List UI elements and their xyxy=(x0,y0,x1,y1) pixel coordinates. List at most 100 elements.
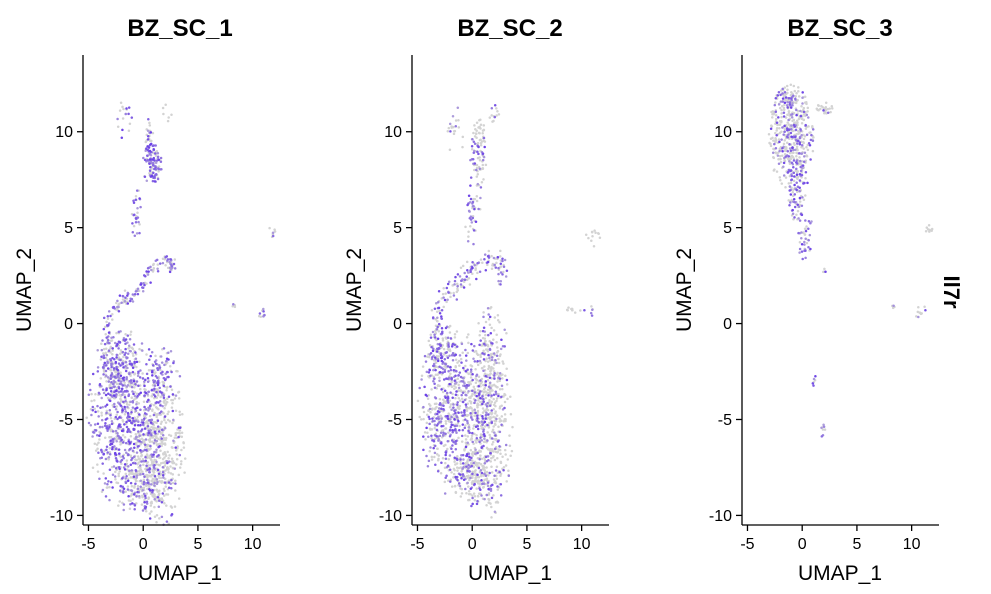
cell-point xyxy=(477,421,480,424)
cell-point xyxy=(484,320,488,324)
cell-point xyxy=(820,426,823,429)
cell-point xyxy=(795,188,798,192)
cell-point xyxy=(429,333,433,336)
cell-point xyxy=(165,388,168,392)
cell-point xyxy=(778,123,781,126)
cell-point xyxy=(135,435,138,439)
cell-point xyxy=(177,473,181,477)
cell-point xyxy=(174,409,178,413)
cell-point xyxy=(160,420,163,424)
cell-point xyxy=(792,171,796,175)
cell-point xyxy=(471,260,474,264)
cell-point xyxy=(428,368,432,372)
cell-point xyxy=(134,482,137,486)
cell-point xyxy=(123,413,127,416)
cell-point xyxy=(452,413,455,416)
cell-point xyxy=(475,441,478,444)
cell-point xyxy=(502,265,506,269)
cell-point xyxy=(789,157,793,161)
cell-point xyxy=(809,247,812,251)
cell-point xyxy=(106,360,109,364)
cell-point xyxy=(146,478,149,482)
cell-point xyxy=(131,300,135,303)
cell-point xyxy=(113,405,116,408)
x-tick-label: 0 xyxy=(468,536,477,553)
cell-point xyxy=(786,136,789,139)
cell-point xyxy=(121,419,124,422)
cell-point xyxy=(436,342,440,346)
cell-point xyxy=(487,487,490,491)
cell-point xyxy=(489,368,493,372)
cell-point xyxy=(154,161,158,165)
cell-point xyxy=(787,96,791,100)
cell-point xyxy=(161,457,165,461)
cell-point xyxy=(127,112,130,116)
cell-point xyxy=(101,405,104,409)
cell-point xyxy=(150,350,154,354)
cell-point xyxy=(166,119,170,123)
cell-point xyxy=(163,481,167,484)
cell-point xyxy=(790,178,794,181)
cell-point xyxy=(788,103,792,106)
cell-point xyxy=(138,495,141,498)
y-tick-label: 0 xyxy=(723,316,732,333)
cell-point xyxy=(126,302,130,305)
cell-point xyxy=(112,367,116,370)
cell-point xyxy=(803,95,807,99)
cell-point xyxy=(498,448,502,452)
cell-point xyxy=(788,203,791,207)
cell-point xyxy=(433,336,437,339)
cell-point xyxy=(447,370,450,373)
cell-point xyxy=(824,105,828,109)
cell-point xyxy=(163,407,166,410)
cell-point xyxy=(126,405,129,409)
cell-point xyxy=(463,449,466,452)
cell-point xyxy=(436,412,439,416)
cell-point xyxy=(483,420,487,424)
cell-point xyxy=(468,399,471,403)
cell-point xyxy=(442,434,445,437)
cell-point xyxy=(486,439,489,442)
cell-point xyxy=(469,412,472,415)
cell-point xyxy=(121,350,125,354)
cell-point xyxy=(111,473,115,476)
cell-point xyxy=(471,200,475,204)
cell-point xyxy=(109,393,112,397)
cell-point xyxy=(170,113,173,117)
cell-point xyxy=(473,469,477,473)
cell-point xyxy=(127,495,130,498)
cell-point xyxy=(500,384,504,387)
cell-point xyxy=(469,370,473,374)
cell-point xyxy=(423,354,427,358)
cell-point xyxy=(105,364,108,367)
cell-point xyxy=(464,438,468,441)
cell-point xyxy=(447,280,451,284)
cell-point xyxy=(161,257,165,261)
cell-point xyxy=(802,160,806,163)
cell-point xyxy=(440,359,444,363)
cell-point xyxy=(467,230,470,233)
cell-point xyxy=(180,448,183,452)
cell-point xyxy=(175,453,179,456)
cell-point xyxy=(783,101,787,105)
cell-point xyxy=(465,278,469,282)
cell-point xyxy=(458,424,461,428)
cell-point xyxy=(450,415,453,419)
cell-point xyxy=(498,320,501,324)
cell-point xyxy=(461,475,465,478)
cell-point xyxy=(156,393,160,397)
cell-point xyxy=(124,477,127,480)
cell-point xyxy=(155,415,158,419)
cell-point xyxy=(919,312,923,316)
cell-point xyxy=(104,393,108,397)
cell-point xyxy=(115,481,118,484)
cell-point xyxy=(149,171,152,175)
cell-point xyxy=(430,428,434,431)
cell-point xyxy=(113,390,116,394)
cell-point xyxy=(152,428,155,431)
x-axis-label: UMAP_1 xyxy=(798,562,882,585)
cell-point xyxy=(457,374,460,377)
cell-point xyxy=(505,383,509,386)
cell-point xyxy=(425,413,429,417)
cell-point xyxy=(454,442,457,446)
